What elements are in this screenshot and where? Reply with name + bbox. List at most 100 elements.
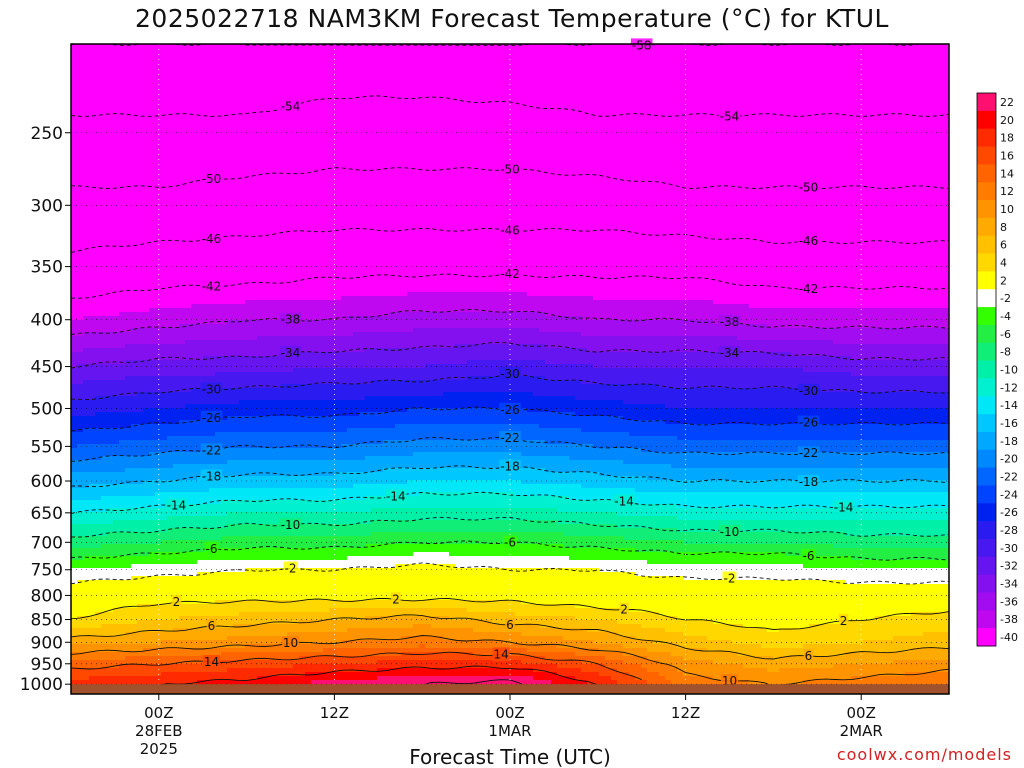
temperature-cell (251, 72, 258, 77)
temperature-cell (725, 68, 732, 73)
temperature-cell (779, 68, 786, 73)
temperature-cell (725, 48, 732, 53)
temperature-cell (917, 52, 924, 57)
temperature-cell (743, 72, 750, 77)
temperature-cell (779, 52, 786, 57)
temperature-cell (167, 72, 174, 77)
temperature-cell (845, 76, 852, 81)
temperature-cell (521, 76, 528, 81)
temperature-cell (653, 52, 660, 57)
temperature-cell (557, 52, 564, 57)
temperature-cell (449, 72, 456, 77)
temperature-cell (689, 64, 696, 69)
temperature-cell (821, 56, 828, 61)
temperature-cell (401, 60, 408, 65)
temperature-cell (749, 48, 756, 53)
temperature-cell (827, 76, 834, 81)
temperature-cell (599, 60, 606, 65)
temperature-cell (83, 80, 90, 85)
temperature-cell (665, 60, 672, 65)
temperature-cell (527, 60, 534, 65)
temperature-cell (641, 52, 648, 57)
temperature-cell (851, 60, 858, 65)
temperature-cell (341, 48, 348, 53)
temperature-cell (437, 52, 444, 57)
temperature-cell (767, 56, 774, 61)
temperature-cell (491, 72, 498, 77)
temperature-cell (323, 76, 330, 81)
temperature-cell (809, 72, 816, 77)
temperature-cell (383, 64, 390, 69)
temperature-cell (647, 80, 654, 85)
temperature-cell (467, 52, 474, 57)
temperature-cell (557, 60, 564, 65)
temperature-cell (293, 80, 300, 85)
temperature-cell (665, 48, 672, 53)
temperature-cell (857, 48, 864, 53)
temperature-cell (797, 52, 804, 57)
temperature-cell (611, 72, 618, 77)
temperature-cell (941, 52, 948, 57)
temperature-cell (821, 52, 828, 57)
temperature-cell (107, 60, 114, 65)
temperature-cell (383, 48, 390, 53)
temperature-cell (635, 56, 642, 61)
temperature-cell (221, 48, 228, 53)
temperature-cell (611, 60, 618, 65)
temperature-cell (107, 76, 114, 81)
temperature-cell (287, 80, 294, 85)
temperature-cell (617, 68, 624, 73)
temperature-cell (77, 52, 84, 57)
temperature-cell (125, 52, 132, 57)
temperature-cell (641, 72, 648, 77)
temperature-cell (485, 80, 492, 85)
temperature-cell (827, 72, 834, 77)
temperature-cell (419, 56, 426, 61)
temperature-cell (239, 76, 246, 81)
temperature-cell (203, 68, 210, 73)
temperature-cell (335, 60, 342, 65)
temperature-cell (125, 48, 132, 53)
temperature-cell (269, 72, 276, 77)
temperature-cell (803, 52, 810, 57)
temperature-cell (239, 52, 246, 57)
temperature-cell (689, 52, 696, 57)
temperature-cell (647, 68, 654, 73)
temperature-cell (251, 60, 258, 65)
temperature-cell (911, 52, 918, 57)
temperature-cell (365, 48, 372, 53)
temperature-cell (239, 64, 246, 69)
temperature-cell (767, 60, 774, 65)
temperature-cell (671, 52, 678, 57)
temperature-cell (473, 60, 480, 65)
temperature-cell (833, 60, 840, 65)
temperature-cell (731, 60, 738, 65)
temperature-cell (257, 64, 264, 69)
temperature-cell (497, 56, 504, 61)
temperature-cell (473, 52, 480, 57)
temperature-cell (587, 72, 594, 77)
temperature-cell (653, 60, 660, 65)
temperature-cell (179, 52, 186, 57)
temperature-cell (119, 48, 126, 53)
temperature-cell (401, 48, 408, 53)
temperature-cell (719, 80, 726, 85)
temperature-cell (779, 64, 786, 69)
temperature-cell (437, 56, 444, 61)
temperature-cell (137, 56, 144, 61)
temperature-cell (461, 56, 468, 61)
temperature-cell (911, 68, 918, 73)
temperature-cell (401, 68, 408, 73)
temperature-cell (617, 64, 624, 69)
temperature-cell (659, 76, 666, 81)
temperature-cell (875, 48, 882, 53)
temperature-cell (863, 64, 870, 69)
temperature-cell (473, 72, 480, 77)
temperature-cell (197, 48, 204, 53)
temperature-cell (737, 48, 744, 53)
temperature-cell (875, 52, 882, 57)
temperature-cell (569, 76, 576, 81)
temperature-cell (401, 64, 408, 69)
temperature-cell (419, 48, 426, 53)
temperature-cell (137, 52, 144, 57)
